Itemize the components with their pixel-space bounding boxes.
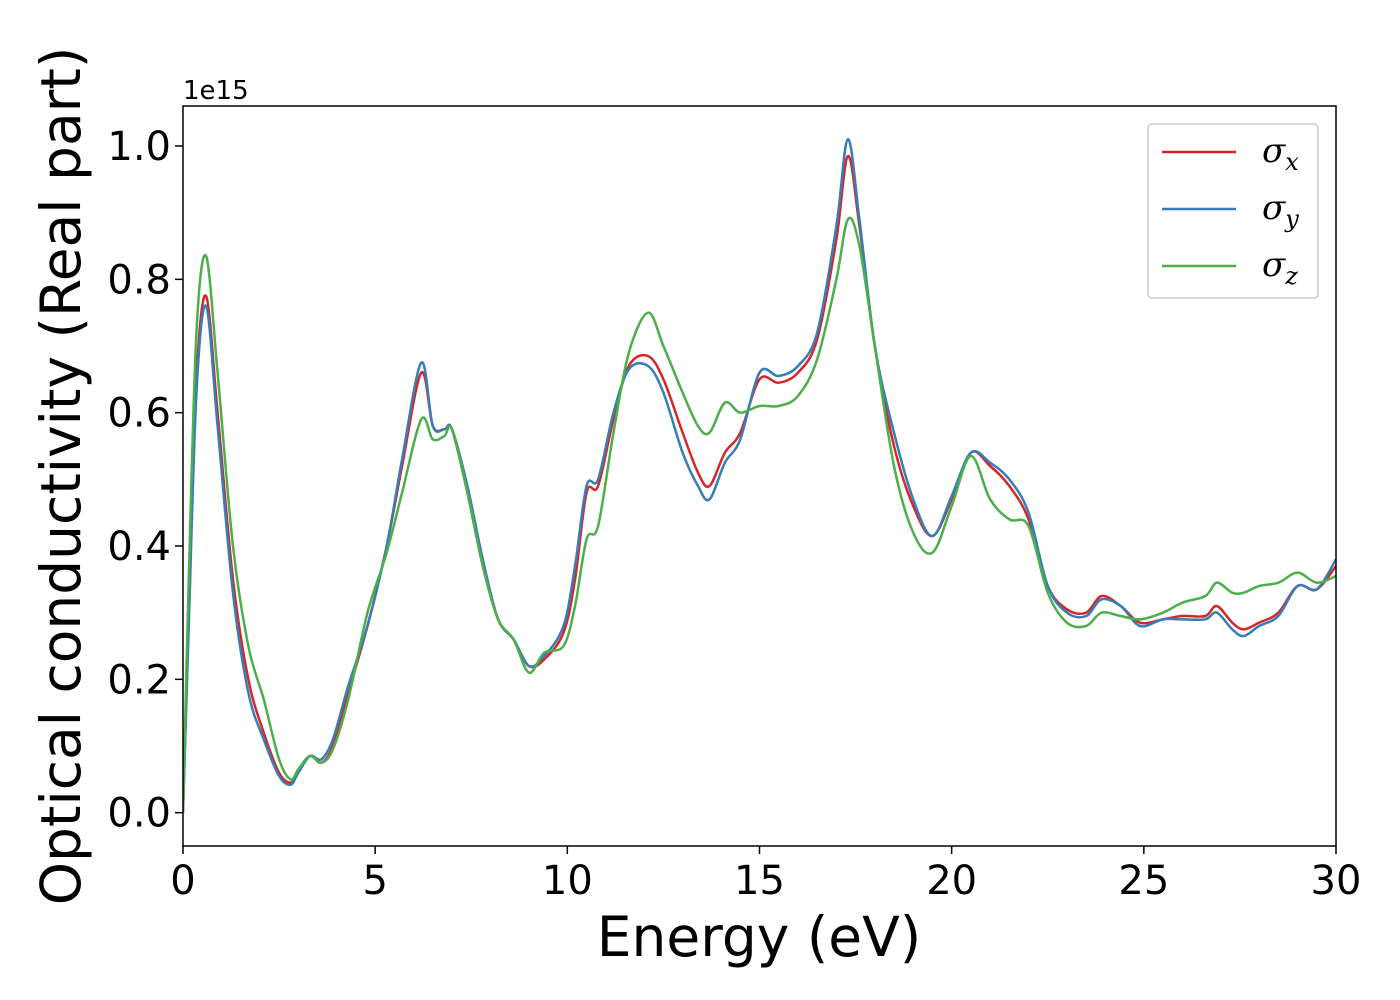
legend-label-sigma-x: σx bbox=[1262, 131, 1299, 176]
series-layer bbox=[183, 138, 1336, 813]
x-axis-ticks: 0 5 10 15 20 25 30 bbox=[170, 846, 1361, 904]
x-tick-label: 5 bbox=[362, 858, 387, 904]
x-tick-label: 0 bbox=[170, 858, 195, 904]
x-tick-label: 15 bbox=[734, 858, 785, 904]
x-tick-label: 10 bbox=[542, 858, 593, 904]
y-tick-label: 0.6 bbox=[107, 391, 171, 437]
y-tick-label: 0.2 bbox=[107, 657, 171, 703]
series-line-sigma-y bbox=[183, 138, 1336, 813]
legend-label-subscript: x bbox=[1285, 148, 1299, 176]
legend-label-sigma-y: σy bbox=[1262, 188, 1299, 233]
legend-label-subscript: z bbox=[1284, 262, 1298, 290]
y-offset-label: 1e15 bbox=[183, 76, 249, 106]
legend-label-subscript: y bbox=[1284, 205, 1299, 233]
y-axis-label: Optical conductivity (Real part) bbox=[29, 47, 93, 906]
y-tick-label: 0.4 bbox=[107, 524, 171, 570]
legend-label-base: σ bbox=[1262, 188, 1286, 228]
legend-label-base: σ bbox=[1262, 131, 1286, 171]
y-tick-label: 1.0 bbox=[107, 124, 171, 170]
legend-label-sigma-z: σz bbox=[1262, 245, 1298, 290]
y-tick-label: 0.8 bbox=[107, 257, 171, 303]
x-tick-label: 20 bbox=[926, 858, 977, 904]
legend-box bbox=[1147, 123, 1319, 299]
x-axis-label: Energy (eV) bbox=[597, 905, 921, 969]
legend-label-base: σ bbox=[1262, 245, 1286, 285]
x-tick-label: 25 bbox=[1118, 858, 1169, 904]
y-tick-label: 0.0 bbox=[107, 791, 171, 837]
y-axis-ticks: 0.0 0.2 0.4 0.6 0.8 1.0 bbox=[107, 124, 183, 837]
x-tick-label: 30 bbox=[1311, 858, 1362, 904]
series-line-sigma-z bbox=[183, 216, 1336, 813]
